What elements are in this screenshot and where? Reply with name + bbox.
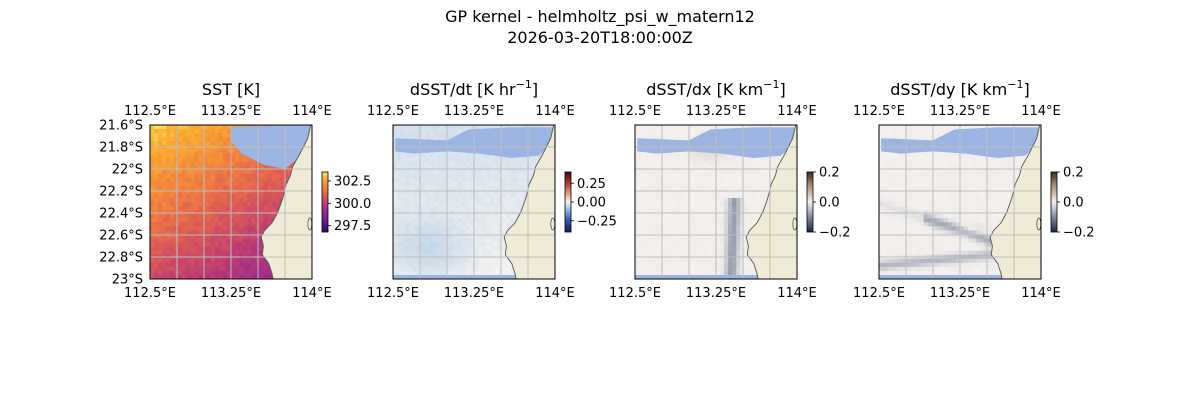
panel-frame [634,124,798,280]
x-tick-label-bottom: 113.25°E [444,286,504,301]
gridlines [635,125,797,279]
panel-title: dSST/dx [K km−1] [646,78,785,99]
panel-frame [392,124,556,280]
x-tick-label-bottom: 114°E [292,286,332,301]
colorbar-tick-label: −0.2 [819,226,851,241]
colorbar-tick-label: 0.0 [819,196,840,211]
y-tick-label: 22.8°S [99,251,143,266]
x-tick-label-top: 114°E [535,104,575,119]
y-tick-label: 22.4°S [99,207,143,222]
y-tick-label: 22.2°S [99,185,143,200]
x-tick-label-top: 114°E [292,104,332,119]
colorbar: 0.2 0.0 −0.2 [806,166,851,241]
x-tick-label-top: 112.5°E [124,104,176,119]
panel-title: dSST/dy [K km−1] [890,78,1029,99]
figure-title: GP kernel - helmholtz_psi_w_matern12 [445,7,755,27]
y-tick-label: 21.6°S [99,119,143,134]
colorbar-tick-label: 0.00 [577,196,606,211]
panel-title: SST [K] [202,80,260,99]
colorbar-tick-label: 0.0 [1063,196,1084,211]
colorbar-tick-label: −0.2 [1063,226,1095,241]
colorbar-tick-label: −0.25 [577,214,617,229]
x-tick-label-top: 112.5°E [609,104,661,119]
x-tick-label-top: 113.25°E [444,104,504,119]
gridlines [879,125,1041,279]
x-tick-label-top: 112.5°E [853,104,905,119]
colorbar-tick-label: 300.0 [334,197,371,212]
panel-3: dSST/dx [K km−1] 112.5°E 112.5°E 113.25°E 11… [609,78,851,301]
x-tick-label-bottom: 114°E [777,286,817,301]
x-tick-label-top: 113.25°E [686,104,746,119]
x-tick-label-bottom: 113.25°E [201,286,261,301]
x-tick-label-bottom: 112.5°E [367,286,419,301]
panel-2: dSST/dt [K hr−1] 112.5°E 112.5°E 113.25°E 11… [367,78,617,301]
colorbar-tick-label: 0.2 [1063,166,1084,181]
panel-frame [878,124,1042,280]
x-tick-label-bottom: 112.5°E [124,286,176,301]
colorbar-tick-label: 302.5 [334,174,371,189]
x-tick-label-top: 113.25°E [201,104,261,119]
x-tick-label-top: 112.5°E [367,104,419,119]
panel-4: dSST/dy [K km−1] 112.5°E 112.5°E 113.25°E 11… [853,78,1095,301]
x-tick-label-top: 114°E [777,104,817,119]
colorbar: 0.2 0.0 −0.2 [1050,166,1095,241]
colorbar: 0.25 0.00 −0.25 [564,171,617,233]
x-tick-label-bottom: 114°E [1021,286,1061,301]
y-tick-label: 22°S [112,163,143,178]
gridlines [150,125,312,279]
x-tick-label-bottom: 113.25°E [686,286,746,301]
y-tick-label: 23°S [112,273,143,288]
x-tick-label-bottom: 113.25°E [930,286,990,301]
colorbar-tick-label: 0.25 [577,177,606,192]
x-tick-label-bottom: 114°E [535,286,575,301]
gridlines [393,125,555,279]
x-tick-label-top: 114°E [1021,104,1061,119]
panel-1: SST [K] 112.5°E 112.5°E 113.25°E 113.25°E 114… [99,80,371,301]
y-tick-label: 21.8°S [99,141,143,156]
y-tick-label: 22.6°S [99,229,143,244]
colorbar: 302.5 300.0 297.5 [321,171,371,234]
figure-subtitle: 2026-03-20T18:00:00Z [507,28,693,47]
x-tick-label-top: 113.25°E [930,104,990,119]
x-tick-label-bottom: 112.5°E [609,286,661,301]
panel-frame [149,124,313,280]
colorbar-tick-label: 0.2 [819,166,840,181]
panel-title: dSST/dt [K hr−1] [410,78,538,99]
colorbar-tick-label: 297.5 [334,219,371,234]
x-tick-label-bottom: 112.5°E [853,286,905,301]
